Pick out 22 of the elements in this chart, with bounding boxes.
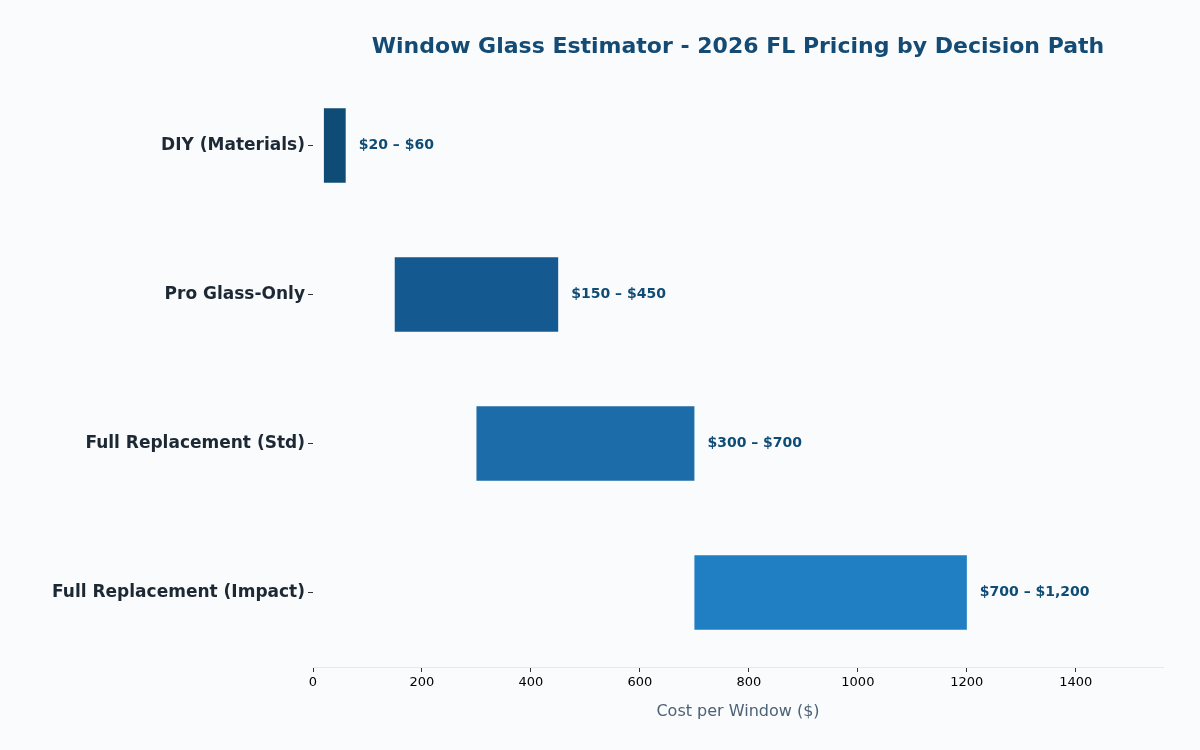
- bar: [323, 108, 346, 183]
- bar: [694, 555, 967, 630]
- x-tick-label: 200: [409, 674, 435, 690]
- annotation: $700 – $1,200: [979, 583, 1090, 600]
- x-axis-title: Cost per Window ($): [656, 700, 820, 720]
- x-tick-label: 400: [518, 674, 544, 690]
- x-tick-label: 1000: [841, 674, 875, 690]
- x-tick-label: 0: [308, 674, 318, 690]
- y-tick-label: Pro Glass-Only: [164, 282, 305, 303]
- y-tick-label: Full Replacement (Impact): [52, 580, 305, 601]
- y-tick-label: DIY (Materials): [161, 133, 305, 154]
- y-tick-label: Full Replacement (Std): [85, 431, 305, 452]
- bar: [394, 257, 559, 332]
- bar: [476, 406, 695, 481]
- x-tick-label: 600: [627, 674, 653, 690]
- x-tick-label: 1200: [950, 674, 984, 690]
- annotation: $150 – $450: [571, 285, 667, 302]
- annotation: $300 – $700: [707, 434, 803, 451]
- annotation: $20 – $60: [358, 136, 435, 153]
- chart-title: Window Glass Estimator - 2026 FL Pricing by Decision Path: [371, 32, 1105, 58]
- x-tick-label: 800: [736, 674, 762, 690]
- x-tick-label: 1400: [1059, 674, 1093, 690]
